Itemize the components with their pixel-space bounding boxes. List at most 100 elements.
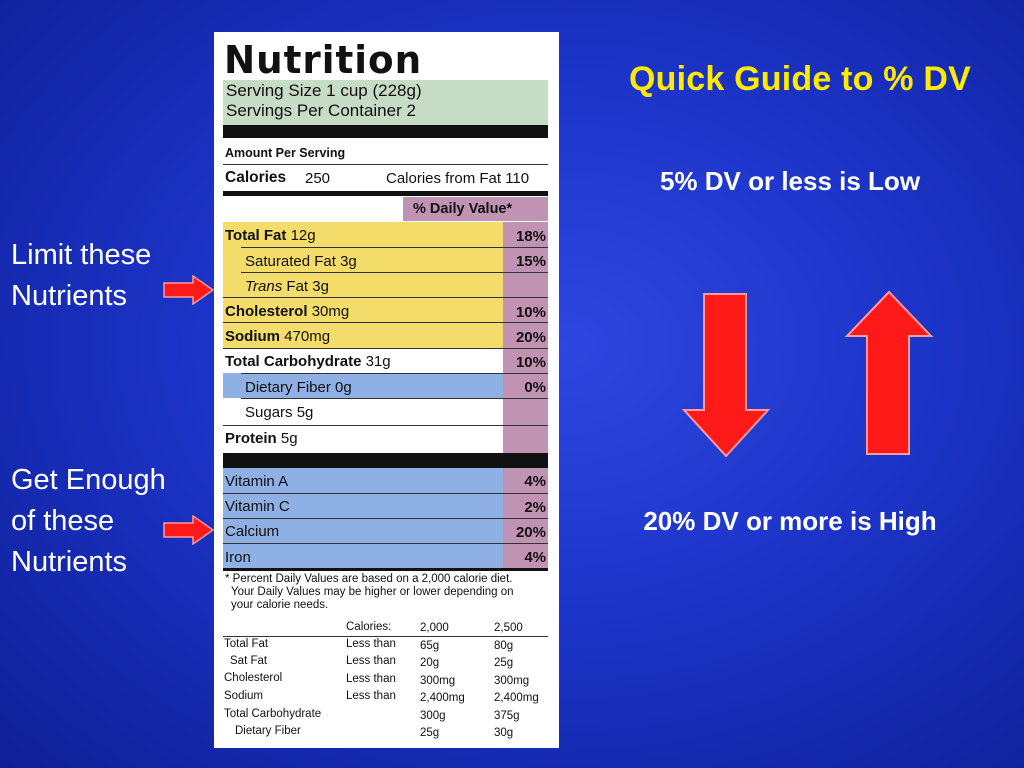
limit-pointer-arrow-icon [163, 275, 215, 305]
limit-nutrients-label: Limit these Nutrients [11, 235, 151, 317]
protein-amount: 5g [280, 430, 298, 447]
sugars-name: Sugars [245, 404, 293, 421]
slide-title: Quick Guide to % DV [629, 60, 971, 98]
total-fat-name: Total Fat [225, 227, 287, 244]
footer-row-name: Sodium [224, 690, 263, 702]
trans-fat-row: Trans Fat 3g [245, 278, 329, 295]
serving-info: Serving Size 1 cup (228g) Servings Per C… [223, 80, 548, 125]
footer-row-2000: 20g [420, 657, 440, 669]
dv-header: % Daily Value* [413, 201, 513, 217]
dv-column [503, 222, 548, 453]
footer-row-2000: 300g [420, 710, 446, 722]
down-arrow-icon [681, 293, 771, 458]
dietary-fiber-amount: 0g [335, 379, 352, 396]
calcium-name: Calcium [225, 523, 280, 540]
sugars-amount: 5g [296, 404, 314, 421]
enough-label-line-3: Nutrients [11, 546, 128, 578]
total-carbohydrate-name: Total Carbohydrate [225, 353, 362, 370]
divider [223, 493, 548, 494]
footer-row-2000: 25g [420, 727, 440, 739]
servings-per-container: Servings Per Container 2 [226, 101, 416, 120]
footer-row-limit: Less than [346, 673, 396, 685]
divider [223, 164, 548, 165]
divider [241, 398, 548, 399]
vitamin-a-pct: 4% [524, 473, 546, 490]
footnote-line-3: your calorie needs. [231, 599, 329, 611]
dietary-fiber-name: Dietary Fiber [245, 379, 331, 396]
calories-from-fat: Calories from Fat 110 [386, 170, 530, 187]
footer-row-limit: Less than [346, 690, 396, 702]
iron-pct: 4% [524, 549, 546, 566]
saturated-fat-amount: 3g [340, 253, 357, 270]
footer-row-2000: 65g [420, 640, 440, 652]
nutrition-facts-label: Nutrition Facts Serving Size 1 cup (228g… [214, 32, 559, 748]
limit-label-line-1: Limit these [11, 239, 152, 271]
dietary-fiber-pct: 0% [524, 379, 546, 396]
divider [223, 518, 548, 519]
enough-nutrients-label: Get Enough of these Nutrients [11, 460, 166, 583]
footer-header-2000: 2,000 [420, 622, 449, 634]
footer-header-2500: 2,500 [494, 622, 523, 634]
footer-row-name: Total Fat [224, 638, 269, 650]
footnote-line-2: Your Daily Values may be higher or lower… [231, 586, 514, 598]
divider [223, 425, 548, 426]
total-carbohydrate-amount: 31g [365, 353, 391, 370]
thick-divider [223, 453, 548, 468]
sodium-amount: 470mg [284, 328, 331, 345]
total-fat-pct: 18% [515, 228, 546, 245]
footer-row-limit: Less than [346, 638, 396, 650]
footer-header-calories: Calories: [346, 621, 392, 633]
trans-fat-amount: Fat 3g [286, 278, 329, 295]
total-fat-row: Total Fat 12g [225, 227, 316, 244]
sugars-row: Sugars 5g [245, 404, 313, 421]
divider [223, 348, 548, 349]
dietary-fiber-row: Dietary Fiber 0g [245, 379, 352, 396]
footer-row-name: Total Carbohydrate [224, 708, 322, 720]
footer-row-2500: 375g [494, 710, 520, 722]
sodium-name: Sodium [225, 328, 280, 345]
cholesterol-amount: 30mg [311, 303, 350, 320]
total-carbohydrate-pct: 10% [515, 354, 546, 371]
saturated-fat-pct: 15% [515, 253, 546, 270]
trans-fat-name: Trans [245, 278, 283, 295]
footer-row-limit: Less than [346, 655, 396, 667]
vitamin-c-name: Vitamin C [225, 498, 290, 515]
thick-divider [223, 125, 548, 138]
calories-value: 250 [305, 170, 331, 187]
cholesterol-row: Cholesterol 30mg [225, 303, 349, 320]
up-arrow-icon [844, 290, 934, 455]
footer-row-name: Dietary Fiber [235, 725, 301, 737]
divider [241, 247, 548, 248]
divider [223, 297, 548, 298]
divider [241, 373, 548, 374]
footer-row-name: Cholesterol [224, 672, 283, 684]
total-fat-amount: 12g [290, 227, 316, 244]
limit-label-line-2: Nutrients [11, 280, 128, 312]
cholesterol-name: Cholesterol [225, 303, 308, 320]
footer-row-2500: 30g [494, 727, 514, 739]
footnote-line-1: * Percent Daily Values are based on a 2,… [225, 573, 513, 585]
divider [241, 272, 548, 273]
footer-row-2000: 300mg [420, 675, 456, 687]
iron-name: Iron [225, 549, 251, 566]
serving-size: Serving Size 1 cup (228g) [226, 81, 422, 100]
sodium-row-bg [223, 322, 548, 348]
medium-divider [223, 191, 548, 196]
footer-row-name: Sat Fat [230, 655, 268, 667]
footer-row-2000: 2,400mg [420, 692, 465, 704]
carb-row-bg [223, 348, 548, 373]
sodium-pct: 20% [515, 329, 546, 346]
vitamin-c-pct: 2% [524, 499, 546, 516]
divider [223, 322, 548, 323]
dv-header-band [403, 197, 548, 221]
calcium-pct: 20% [515, 524, 546, 541]
cholesterol-pct: 10% [515, 304, 546, 321]
sodium-row: Sodium 470mg [225, 328, 330, 345]
footer-row-2500: 80g [494, 640, 514, 652]
calories-label: Calories [225, 169, 287, 186]
enough-label-line-1: Get Enough [11, 464, 166, 496]
protein-row: Protein 5g [225, 430, 298, 447]
divider [223, 636, 548, 637]
vitamin-a-name: Vitamin A [225, 473, 289, 490]
saturated-fat-row: Saturated Fat 3g [245, 253, 357, 270]
